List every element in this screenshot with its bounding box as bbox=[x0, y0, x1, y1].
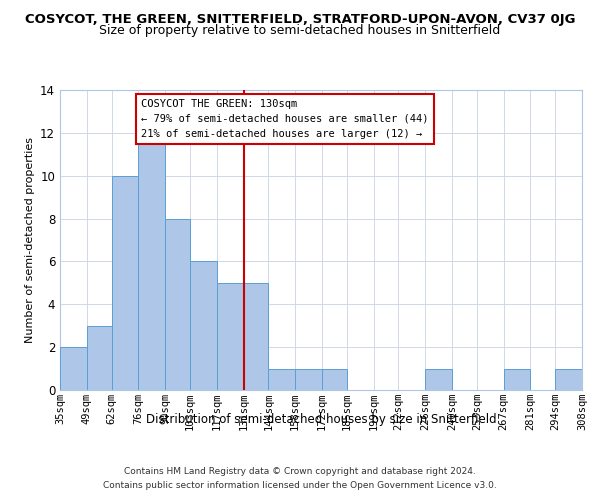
Bar bbox=[87, 326, 112, 390]
Bar bbox=[217, 283, 244, 390]
Bar bbox=[555, 368, 582, 390]
Bar bbox=[112, 176, 139, 390]
Text: COSYCOT, THE GREEN, SNITTERFIELD, STRATFORD-UPON-AVON, CV37 0JG: COSYCOT, THE GREEN, SNITTERFIELD, STRATF… bbox=[25, 12, 575, 26]
Bar bbox=[295, 368, 322, 390]
Bar bbox=[244, 283, 268, 390]
Bar bbox=[322, 368, 347, 390]
Bar bbox=[60, 347, 87, 390]
Bar bbox=[165, 218, 190, 390]
Text: COSYCOT THE GREEN: 130sqm
← 79% of semi-detached houses are smaller (44)
21% of : COSYCOT THE GREEN: 130sqm ← 79% of semi-… bbox=[141, 99, 428, 138]
Bar bbox=[190, 262, 217, 390]
Bar bbox=[425, 368, 452, 390]
Text: Contains public sector information licensed under the Open Government Licence v3: Contains public sector information licen… bbox=[103, 481, 497, 490]
Bar bbox=[503, 368, 530, 390]
Text: Contains HM Land Registry data © Crown copyright and database right 2024.: Contains HM Land Registry data © Crown c… bbox=[124, 467, 476, 476]
Text: Distribution of semi-detached houses by size in Snitterfield: Distribution of semi-detached houses by … bbox=[146, 412, 496, 426]
Y-axis label: Number of semi-detached properties: Number of semi-detached properties bbox=[25, 137, 35, 343]
Text: Size of property relative to semi-detached houses in Snitterfield: Size of property relative to semi-detach… bbox=[100, 24, 500, 37]
Bar bbox=[268, 368, 295, 390]
Bar bbox=[139, 133, 165, 390]
